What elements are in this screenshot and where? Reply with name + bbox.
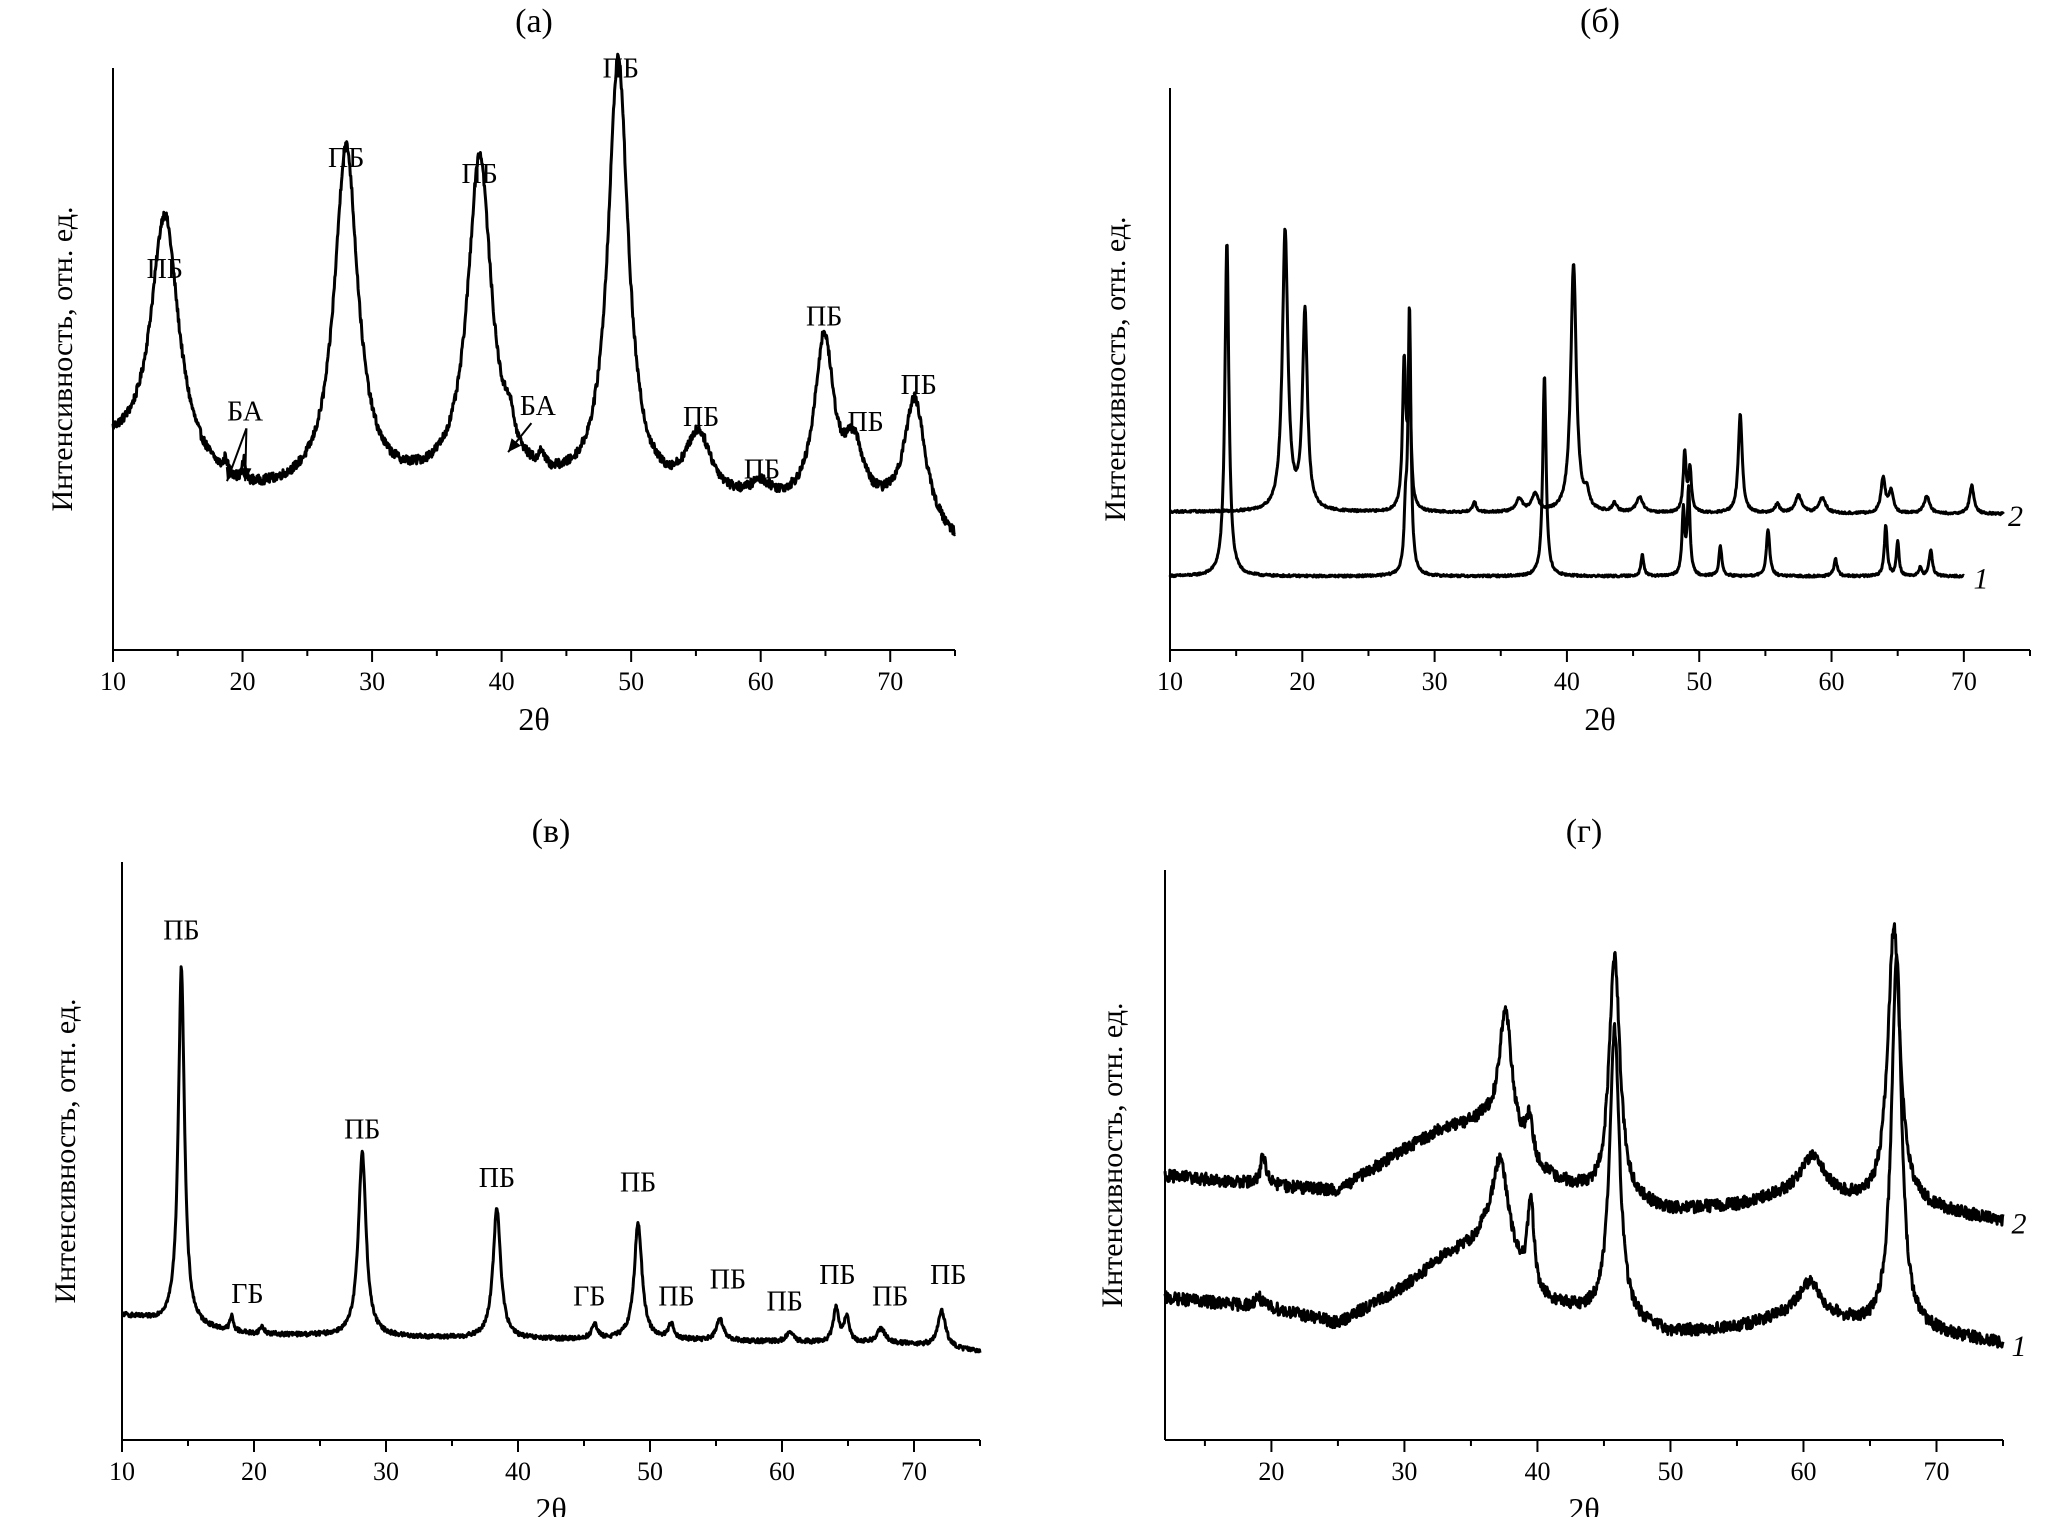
x-tick-label: 60 <box>769 1457 795 1486</box>
peak-annotation: ГБ <box>573 1282 605 1313</box>
annotation-arrow-head <box>225 466 238 482</box>
peak-annotation: ПБ <box>872 1282 908 1313</box>
peak-annotation: ПБ <box>620 1168 656 1199</box>
y-axis-label: Интенсивность, отн. ед. <box>1099 216 1132 521</box>
peak-annotation: ПБ <box>806 301 842 332</box>
x-tick-label: 20 <box>230 667 256 696</box>
peak-annotation: ПБ <box>344 1114 380 1145</box>
x-tick-label: 70 <box>901 1457 927 1486</box>
peak-annotation: ПБ <box>710 1265 746 1296</box>
peak-annotation: ГБ <box>231 1279 263 1310</box>
x-tick-label: 40 <box>1554 667 1580 696</box>
y-axis-label: Интенсивность, отн. ед. <box>49 998 82 1303</box>
peak-annotation: ПБ <box>658 1282 694 1313</box>
x-tick-label: 70 <box>1951 667 1977 696</box>
series-line-1 <box>1168 243 1965 579</box>
x-tick-label: 50 <box>1657 1457 1683 1486</box>
annotation-arrow-head <box>239 468 252 482</box>
x-tick-label: 70 <box>1923 1457 1949 1486</box>
x-axis-label: 2θ <box>518 701 549 737</box>
x-tick-label: 30 <box>359 667 385 696</box>
peak-annotation: БА <box>520 391 557 422</box>
series-line-main <box>111 52 956 537</box>
series-line-2 <box>1163 922 2005 1227</box>
y-axis-label: Интенсивность, отн. ед. <box>1096 1002 1129 1307</box>
peak-annotation: ПБ <box>328 143 364 174</box>
series-line-main <box>121 965 982 1354</box>
panel-title: (г) <box>1566 813 1603 850</box>
x-tick-label: 20 <box>241 1457 267 1486</box>
x-axis-label: 2θ <box>1584 701 1615 737</box>
peak-annotation: ПБ <box>930 1260 966 1291</box>
x-tick-label: 40 <box>1524 1457 1550 1486</box>
peak-annotation: ПБ <box>744 455 780 486</box>
x-tick-label: 30 <box>1391 1457 1417 1486</box>
series-label: 2 <box>2011 1208 2026 1241</box>
chart-panel-a: (а) 10 20 30 40 50 60 70 2θ Интенсивность, отн. е… <box>46 3 956 737</box>
x-tick-label: 60 <box>1819 667 1845 696</box>
x-tick-label: 20 <box>1258 1457 1284 1486</box>
series-line-1 <box>1163 953 2005 1349</box>
peak-annotation: ПБ <box>603 53 639 84</box>
peak-annotation: ПБ <box>847 407 883 438</box>
chart-panel-c: (в) 10 20 30 40 50 60 70 2θ Интенсивность, отн. е… <box>49 813 982 1517</box>
peak-annotation: ПБ <box>901 370 937 401</box>
x-tick-label: 40 <box>505 1457 531 1486</box>
annotation-arrow-head <box>508 438 521 453</box>
x-tick-label: 30 <box>373 1457 399 1486</box>
x-axis-label: 2θ <box>1568 1491 1599 1517</box>
x-tick-label: 70 <box>877 667 903 696</box>
peak-annotation: БА <box>227 396 264 427</box>
panel-title: (а) <box>515 3 553 40</box>
x-tick-label: 60 <box>748 667 774 696</box>
x-tick-label: 10 <box>1157 667 1183 696</box>
peak-annotation: ПБ <box>163 915 199 946</box>
x-axis-label: 2θ <box>535 1491 566 1517</box>
x-tick-label: 60 <box>1790 1457 1816 1486</box>
x-tick-label: 30 <box>1422 667 1448 696</box>
x-tick-label: 50 <box>637 1457 663 1486</box>
series-label: 1 <box>1974 562 1989 595</box>
peak-annotation: ПБ <box>147 254 183 285</box>
peak-annotation: ПБ <box>461 159 497 190</box>
peak-annotation: ПБ <box>479 1163 515 1194</box>
series-label: 2 <box>2008 500 2023 533</box>
x-tick-label: 20 <box>1289 667 1315 696</box>
series-label: 1 <box>2011 1330 2026 1363</box>
x-tick-label: 50 <box>618 667 644 696</box>
panel-title: (в) <box>532 813 571 850</box>
x-tick-label: 40 <box>489 667 515 696</box>
chart-panel-d: (г) 20 30 40 50 60 70 2θ Интенсивность, отн. ед.… <box>1096 813 2026 1517</box>
chart-panel-b: (б) 10 20 30 40 50 60 70 2θ Интенсивность, отн. е… <box>1099 3 2031 737</box>
x-tick-label: 10 <box>109 1457 135 1486</box>
peak-annotation: ПБ <box>819 1260 855 1291</box>
x-tick-label: 50 <box>1686 667 1712 696</box>
peak-annotation: ПБ <box>683 402 719 433</box>
peak-annotation: ПБ <box>766 1286 802 1317</box>
panel-title: (б) <box>1580 3 1620 40</box>
y-axis-label: Интенсивность, отн. ед. <box>46 206 79 511</box>
series-line-2 <box>1169 227 2005 517</box>
x-tick-label: 10 <box>100 667 126 696</box>
